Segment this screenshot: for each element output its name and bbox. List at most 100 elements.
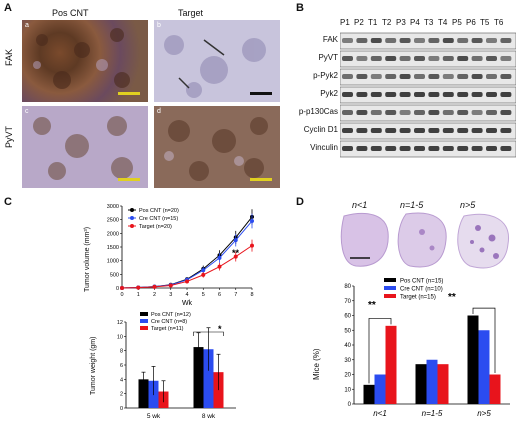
- data-point: [136, 285, 141, 290]
- y-tick-label: 12: [117, 320, 123, 326]
- x-tick-label: 8: [250, 292, 253, 298]
- micrograph-b: b: [154, 20, 280, 102]
- blot-band: [399, 56, 411, 61]
- y-tick-label: 0: [348, 402, 352, 408]
- volume-ylabel: Tumor volume (mm³): [84, 226, 91, 292]
- blot-band: [356, 128, 368, 133]
- blot-band: [486, 146, 497, 151]
- blot-band: [471, 92, 483, 97]
- blot-band: [370, 146, 382, 151]
- blot-band: [500, 92, 512, 97]
- blot-row: [340, 68, 516, 86]
- x-tick-label: 1: [137, 292, 140, 298]
- lung-image-label-3: n>5: [460, 200, 476, 210]
- data-point: [250, 243, 254, 248]
- lane-label: P6: [466, 18, 476, 27]
- blot-band: [399, 128, 411, 133]
- significance-bracket: [193, 331, 224, 336]
- panel-b-letter: B: [296, 2, 304, 14]
- lane-label: P1: [340, 18, 350, 27]
- blot-band: [385, 38, 397, 43]
- blot-band: [500, 146, 512, 151]
- blot-band: [486, 38, 497, 43]
- lane-label: P3: [396, 18, 406, 27]
- x-tick-label: 7: [234, 292, 237, 298]
- blot-band: [342, 38, 353, 43]
- volume-xlabel: Wk: [182, 300, 193, 307]
- legend-swatch: [384, 278, 396, 282]
- western-blot: [340, 32, 516, 158]
- blot-band: [370, 92, 382, 97]
- legend-marker: [130, 216, 134, 220]
- data-point: [168, 283, 173, 288]
- micrograph-d-label: d: [157, 108, 161, 115]
- panel-a-col-header-pos: Pos CNT: [52, 8, 89, 18]
- micrograph-b-label: b: [157, 22, 161, 29]
- blot-row: [340, 122, 516, 140]
- x-tick-label: 5 wk: [147, 413, 161, 420]
- y-tick-label: 2: [120, 392, 123, 398]
- blot-band: [471, 110, 483, 115]
- micrograph-a: a: [22, 20, 148, 102]
- blot-band: [399, 110, 411, 115]
- y-tick-label: 70: [344, 299, 351, 305]
- legend-marker: [130, 224, 134, 228]
- y-tick-label: 4: [120, 377, 123, 383]
- data-point: [201, 272, 206, 277]
- tumor-volume-chart: 0 500 1000 1500 2000 2500 3000 0 1 2 3 4 5 6 7 8 Wk Pos …: [107, 204, 254, 307]
- blot-band: [471, 38, 483, 43]
- blot-band: [442, 56, 454, 61]
- blot-band: [486, 56, 497, 61]
- panel-a-letter: A: [4, 2, 12, 14]
- x-tick-label: 6: [218, 292, 221, 298]
- blot-band: [414, 110, 425, 115]
- blot-row: [340, 86, 516, 104]
- blot-band: [428, 110, 440, 115]
- lung-section-3: [457, 213, 509, 269]
- y-tick-label: 0: [116, 286, 119, 292]
- bar: [374, 374, 386, 404]
- blot-band: [342, 110, 353, 115]
- metastasis-ylabel: Mice (%): [312, 348, 321, 380]
- blot-row: [340, 32, 516, 50]
- blot-band: [356, 38, 368, 43]
- blot-band: [385, 92, 397, 97]
- blot-band: [414, 92, 425, 97]
- protein-label: PyVT: [318, 53, 338, 62]
- blot-band: [385, 56, 397, 61]
- blot-band: [486, 110, 497, 115]
- lane-label: T1: [368, 18, 378, 27]
- weight-significance: *: [218, 324, 222, 334]
- blot-band: [356, 56, 368, 61]
- y-tick-label: 30: [344, 358, 351, 364]
- metastasis-chart: 0 10 20 30 40 50 60 70 80 n<1 n=1-5 n>5 Pos CNT (n=…: [344, 278, 510, 418]
- bar: [385, 325, 397, 404]
- blot-band: [414, 56, 425, 61]
- blot-band: [370, 74, 382, 79]
- lung-image-label-2: n=1-5: [400, 200, 424, 210]
- blot-band: [471, 74, 483, 79]
- blot-band: [399, 74, 411, 79]
- y-tick-label: 3000: [107, 204, 119, 210]
- blot-band: [356, 92, 368, 97]
- y-tick-label: 1000: [107, 259, 119, 265]
- legend-label: Pos CNT (n=12): [151, 312, 191, 318]
- blot-band: [414, 38, 425, 43]
- legend-swatch: [140, 326, 148, 330]
- panel-a-col-header-target: Target: [178, 8, 204, 18]
- data-point: [201, 268, 206, 273]
- protein-labels: FAK PyVT p-Pyk2 Pyk2 p-p130Cas Cyclin D1…: [296, 32, 340, 162]
- data-point: [152, 284, 157, 289]
- bar: [415, 364, 427, 404]
- lung-image-label-1: n<1: [352, 200, 368, 210]
- blot-band: [356, 74, 368, 79]
- bar: [203, 349, 214, 408]
- y-tick-label: 50: [344, 328, 351, 334]
- bar: [489, 374, 501, 404]
- data-point: [185, 279, 189, 284]
- bar: [193, 347, 204, 408]
- panel-c-letter: C: [4, 196, 12, 208]
- panel-d-letter: D: [296, 196, 304, 208]
- lung-section-2: [397, 212, 447, 268]
- data-point: [217, 264, 222, 269]
